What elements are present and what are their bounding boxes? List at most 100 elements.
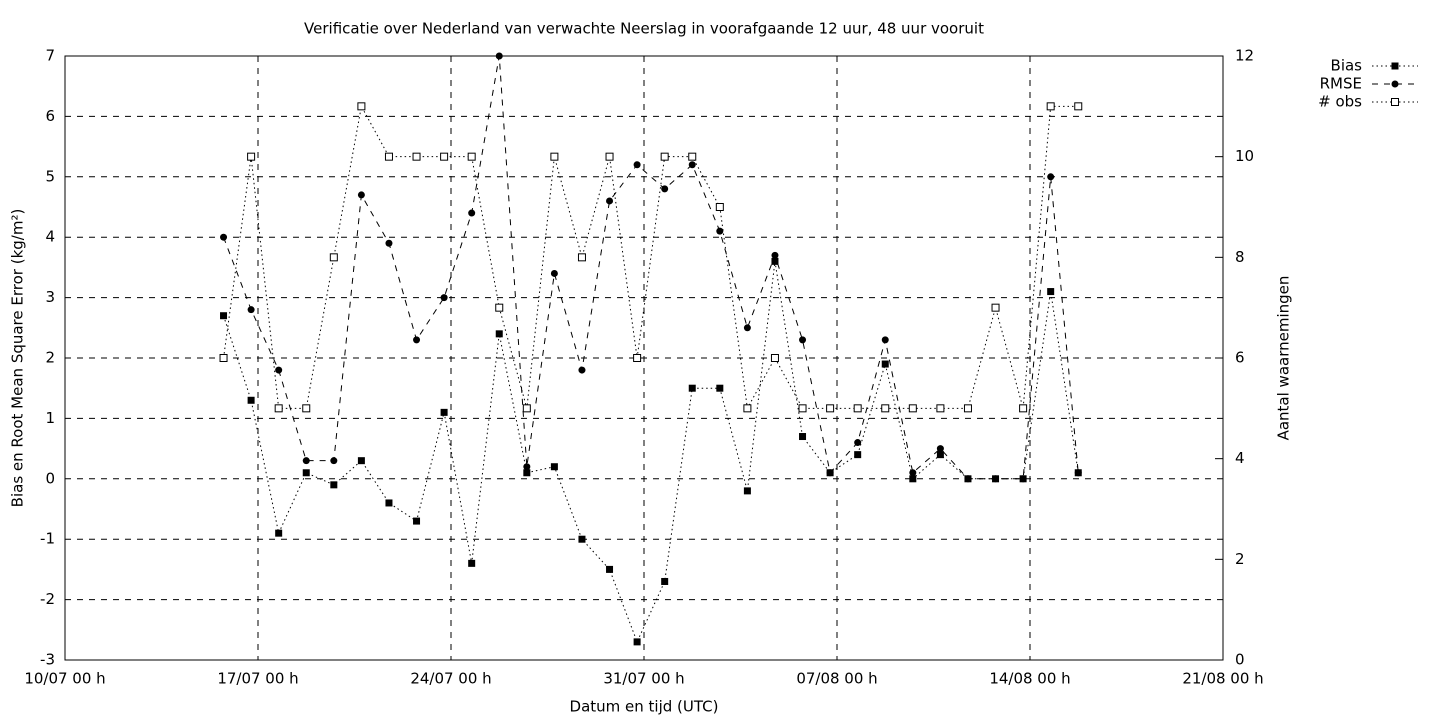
x-tick-label: 21/08 00 h	[1182, 670, 1263, 688]
marker	[329, 253, 338, 262]
y-tick-label: 2	[45, 349, 55, 367]
marker	[661, 185, 669, 193]
marker	[1047, 173, 1055, 181]
marker	[770, 354, 779, 362]
x-tick-label: 24/07 00 h	[410, 670, 491, 688]
marker	[302, 469, 310, 477]
marker	[881, 336, 889, 344]
marker	[633, 161, 641, 169]
legend-marker	[1391, 62, 1399, 70]
marker	[412, 152, 421, 161]
series-line	[223, 55, 1079, 480]
marker	[330, 481, 338, 489]
marker	[964, 475, 972, 483]
marker	[550, 152, 559, 161]
x-tick-label: 14/08 00 h	[989, 670, 1070, 688]
y-tick-label: 7	[45, 47, 55, 65]
marker	[1046, 102, 1055, 111]
marker	[220, 233, 228, 241]
marker	[413, 517, 421, 525]
marker	[275, 366, 283, 374]
marker	[660, 152, 669, 161]
marker	[577, 253, 586, 262]
y2-tick-label: 12	[1235, 47, 1254, 65]
y-tick-label: -1	[40, 530, 55, 548]
marker	[247, 152, 256, 161]
marker	[771, 251, 779, 259]
y-tick-label: 3	[45, 288, 55, 306]
legend-marker	[1391, 98, 1399, 106]
y-tick-label: 1	[45, 409, 55, 427]
series-line	[223, 104, 1079, 410]
marker	[798, 404, 807, 413]
marker	[440, 294, 448, 302]
marker	[468, 209, 476, 217]
y2-tick-label: 10	[1235, 147, 1254, 165]
marker	[495, 330, 503, 338]
marker	[384, 152, 393, 161]
marker	[963, 404, 972, 413]
marker	[302, 404, 311, 413]
marker	[1019, 475, 1027, 483]
marker	[578, 535, 586, 543]
marker	[550, 463, 558, 471]
series-line	[223, 261, 1079, 644]
marker	[550, 269, 558, 277]
marker	[936, 404, 945, 413]
marker	[274, 404, 283, 413]
x-axis-label: Datum en tijd (UTC)	[570, 698, 719, 716]
marker	[357, 457, 365, 465]
marker	[1074, 469, 1082, 477]
marker	[688, 152, 697, 161]
legend-label: Bias	[1331, 57, 1363, 75]
y2-axis-label: Aantal waarnemingen	[1275, 276, 1293, 441]
marker	[495, 303, 504, 312]
marker	[219, 354, 228, 362]
y-tick-label: 6	[45, 107, 55, 125]
marker	[357, 191, 365, 199]
legend-label: RMSE	[1320, 75, 1362, 93]
marker	[881, 404, 890, 413]
y-tick-label: -2	[40, 590, 55, 608]
y-tick-label: 4	[45, 228, 55, 246]
marker	[247, 396, 255, 404]
marker	[909, 475, 917, 483]
marker	[413, 336, 421, 344]
chart-title: Verificatie over Nederland van verwachte…	[304, 20, 984, 38]
y2-tick-label: 2	[1235, 550, 1245, 568]
marker	[853, 404, 862, 413]
y-tick-label: 5	[45, 167, 55, 185]
marker	[715, 203, 724, 211]
marker	[716, 227, 724, 235]
marker	[275, 529, 283, 537]
marker	[743, 404, 752, 413]
x-tick-label: 07/08 00 h	[796, 670, 877, 688]
marker	[1019, 404, 1028, 413]
marker	[440, 152, 449, 161]
marker	[826, 469, 834, 477]
x-tick-label: 10/07 00 h	[24, 670, 105, 688]
marker	[799, 336, 807, 344]
marker	[467, 152, 476, 161]
marker	[826, 404, 835, 413]
marker	[330, 457, 338, 465]
marker	[578, 366, 586, 374]
marker	[633, 638, 641, 646]
marker	[881, 360, 889, 368]
marker	[743, 324, 751, 332]
marker	[385, 239, 393, 247]
marker	[716, 384, 724, 392]
marker	[605, 152, 614, 161]
marker	[606, 197, 614, 205]
marker	[523, 469, 531, 477]
marker	[936, 451, 944, 459]
marker	[523, 463, 531, 471]
y2-tick-label: 0	[1235, 651, 1245, 669]
marker	[688, 161, 696, 169]
marker	[440, 408, 448, 416]
marker	[247, 306, 255, 314]
marker	[468, 559, 476, 567]
marker	[936, 445, 944, 453]
